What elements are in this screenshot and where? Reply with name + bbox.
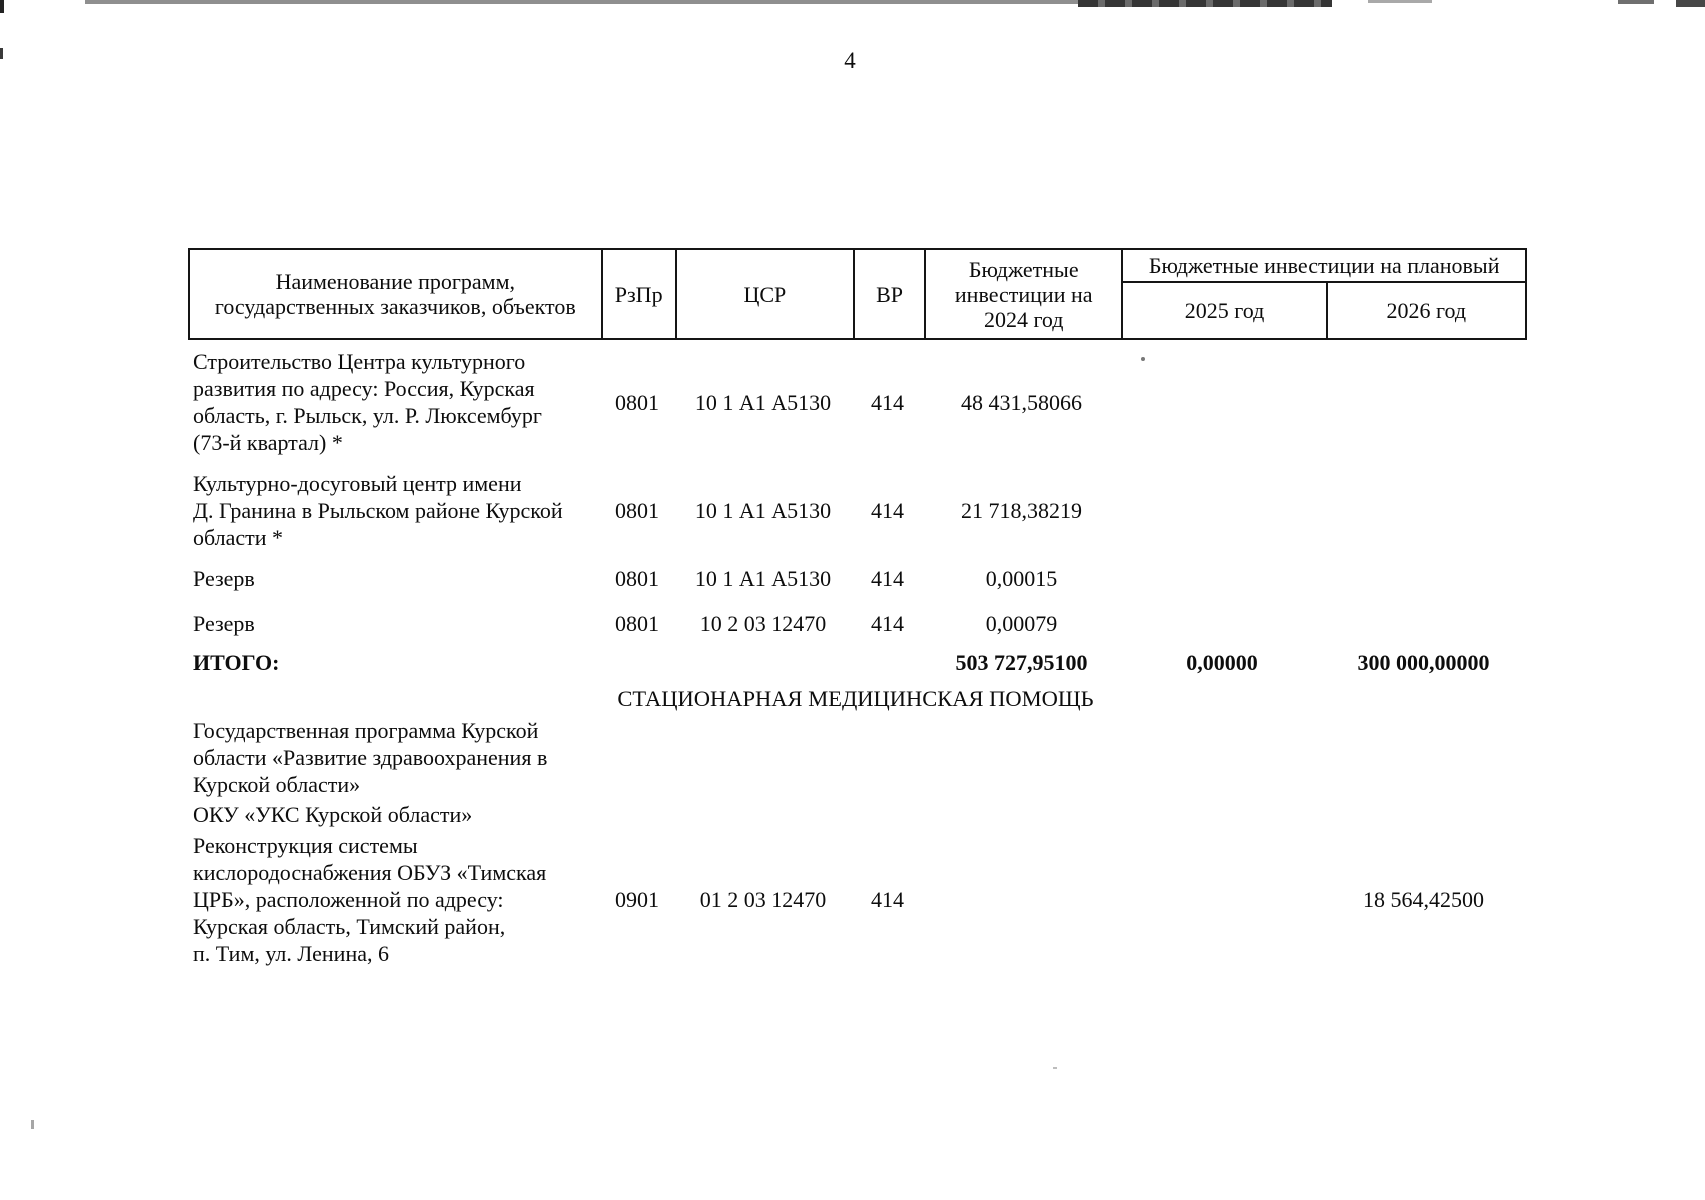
row-name: Культурно-досуговый центр имени Д. Грани… — [193, 471, 563, 550]
table-row: Строительство Центра культурного развити… — [188, 348, 1523, 456]
row-rzpr: 0801 — [615, 611, 659, 636]
budget-table-header: Наименование программ, государственных з… — [188, 248, 1528, 340]
total-2025-value: 0,00000 — [1186, 650, 1258, 675]
row-rzpr: 0801 — [615, 498, 659, 523]
header-name-column: Наименование программ, государственных з… — [188, 248, 603, 340]
scan-artifact-top-corner-mark — [1676, 0, 1705, 7]
row-rzpr: 0801 — [615, 566, 659, 591]
table-row: Государственная программа Курской област… — [188, 717, 1523, 798]
scan-artifact-speck — [1053, 1067, 1057, 1069]
table-row: Резерв 0801 10 1 А1 А5130 414 0,00015 — [188, 565, 1523, 592]
row-vr: 414 — [871, 611, 904, 636]
scan-artifact-top-band — [85, 0, 1330, 4]
table-row: Резерв 0801 10 2 03 12470 414 0,00079 — [188, 610, 1523, 637]
total-2024-value: 503 727,95100 — [955, 650, 1088, 675]
row-name: Строительство Центра культурного развити… — [193, 349, 542, 455]
row-name: Резерв — [193, 566, 255, 591]
table-row: Реконструкция системы кислородоснабжения… — [188, 832, 1523, 967]
row-csr: 01 2 03 12470 — [699, 887, 827, 912]
header-planned-span: Бюджетные инвестиции на плановый — [1121, 248, 1527, 283]
row-2024-value: 21 718,38219 — [961, 498, 1082, 523]
scan-artifact-left-mark — [0, 48, 3, 59]
scan-artifact-left-mark — [0, 0, 4, 13]
row-2024-value: 0,00079 — [985, 611, 1058, 636]
table-row: ОКУ «УКС Курской области» — [188, 801, 1523, 828]
row-vr: 414 — [871, 887, 904, 912]
row-csr: 10 1 А1 А5130 — [694, 566, 832, 591]
header-2026-column: 2026 год — [1325, 281, 1528, 340]
header-2025-column: 2025 год — [1121, 281, 1328, 340]
row-csr: 10 1 А1 А5130 — [694, 389, 832, 415]
total-label: ИТОГО: — [193, 650, 280, 675]
row-vr: 414 — [871, 498, 904, 523]
row-2026-value: 18 564,42500 — [1363, 887, 1484, 912]
row-rzpr: 0801 — [615, 389, 659, 415]
row-2024-value: 48 431,58066 — [961, 389, 1082, 415]
row-2024-value: 0,00015 — [985, 566, 1058, 591]
section-title: СТАЦИОНАРНАЯ МЕДИЦИНСКАЯ ПОМОЩЬ — [617, 686, 1094, 711]
scan-artifact-top-band-light — [1368, 0, 1432, 3]
row-rzpr: 0901 — [615, 887, 659, 912]
row-csr: 10 2 03 12470 — [699, 611, 827, 636]
budget-table-body: Строительство Центра культурного развити… — [188, 344, 1523, 967]
row-name: Резерв — [193, 611, 255, 636]
table-row: Культурно-досуговый центр имени Д. Грани… — [188, 470, 1523, 551]
row-csr: 10 1 А1 А5130 — [694, 498, 832, 523]
scan-artifact-speck — [31, 1120, 34, 1129]
header-rzpr-column: РзПр — [600, 248, 677, 340]
scan-artifact-top-dashes — [1078, 0, 1332, 7]
row-vr: 414 — [871, 566, 904, 591]
page-number: 4 — [844, 48, 856, 73]
row-name: Государственная программа Курской област… — [193, 718, 548, 797]
header-vr-column: ВР — [852, 248, 927, 340]
total-2026-value: 300 000,00000 — [1357, 650, 1490, 675]
header-2024-column: Бюджетные инвестиции на 2024 год — [924, 248, 1124, 340]
row-name: Реконструкция системы кислородоснабжения… — [193, 833, 547, 966]
scan-artifact-top-dash — [1618, 0, 1654, 4]
row-vr: 414 — [871, 389, 904, 415]
row-name: ОКУ «УКС Курской области» — [193, 802, 473, 827]
header-csr-column: ЦСР — [674, 248, 855, 340]
table-row-total: ИТОГО: 503 727,95100 0,00000 300 000,000… — [188, 649, 1523, 676]
